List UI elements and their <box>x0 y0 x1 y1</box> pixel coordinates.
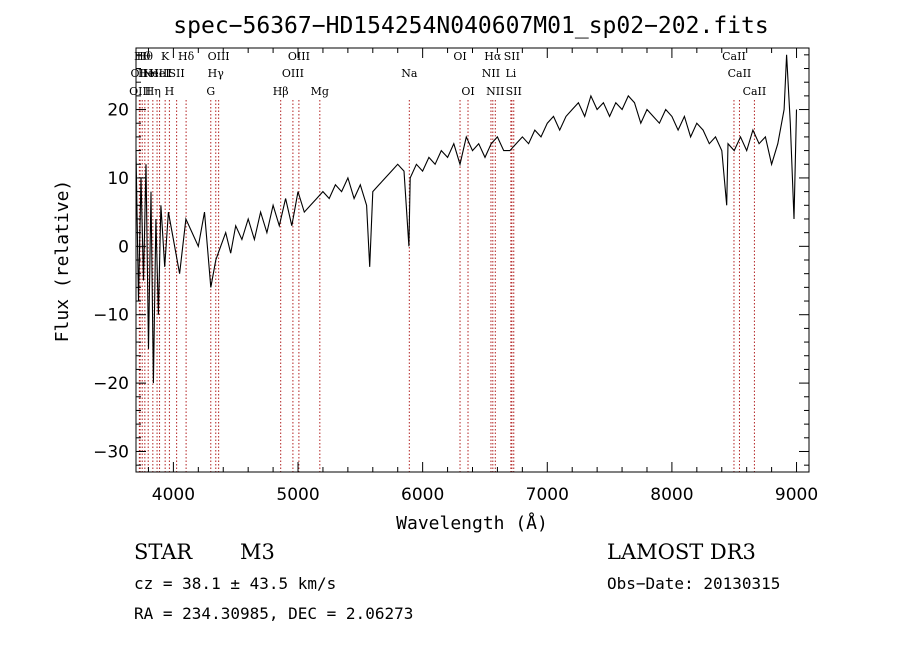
chart-title: spec−56367−HD154254N040607M01_sp02−202.f… <box>173 13 768 39</box>
survey-name: LAMOST DR3 <box>607 540 756 564</box>
y-tick-label-5: 20 <box>107 101 129 121</box>
line-label-28: CaII <box>722 50 746 63</box>
line-label-13: Hγ <box>208 67 225 80</box>
line-label-1: OIII <box>129 85 151 98</box>
line-label-9: H <box>165 85 175 98</box>
x-tick-label-1: 5000 <box>276 485 319 505</box>
line-label-7: HeI <box>149 67 169 80</box>
x-axis: 4000 5000 6000 7000 8000 9000 <box>147 48 818 505</box>
y-tick-label-3: 0 <box>118 237 129 257</box>
y-axis: −30 −20 −10 0 10 20 <box>93 54 809 466</box>
ra-dec-coordinates: RA = 234.30985, DEC = 2.06273 <box>134 604 413 623</box>
y-axis-label: Flux (relative) <box>52 180 73 343</box>
y-tick-label-4: 10 <box>107 169 129 189</box>
line-label-5: Hη <box>145 85 161 98</box>
line-label-15: Hβ <box>273 85 289 98</box>
object-subclass: M3 <box>240 540 275 564</box>
object-class: STAR <box>134 540 193 564</box>
line-label-27: SII <box>506 85 522 98</box>
line-label-20: OI <box>453 50 466 63</box>
line-label-2: Hθ <box>134 50 151 63</box>
x-tick-label-2: 6000 <box>401 485 444 505</box>
line-label-12: G <box>206 85 215 98</box>
emission-line-markers <box>138 100 755 472</box>
y-tick-label-1: −20 <box>93 374 129 394</box>
redshift-cz: cz = 38.1 ± 43.5 km/s <box>134 574 336 593</box>
flux-series-line <box>135 54 798 384</box>
emission-line-labels: OIIOIIIHθHθHeIHηNeIIIHeIKHSIIHδGHγOIIIHβ… <box>129 50 766 98</box>
line-label-6: NeIII <box>142 67 171 80</box>
line-label-22: NII <box>482 67 500 80</box>
y-tick-label-0: −30 <box>93 442 129 462</box>
line-label-0: OII <box>131 67 149 80</box>
line-label-8: K <box>161 50 170 63</box>
x-tick-label-0: 4000 <box>152 485 195 505</box>
y-tick-label-2: −10 <box>93 306 129 326</box>
line-label-29: CaII <box>728 67 752 80</box>
line-label-16: OIII <box>282 67 304 80</box>
line-label-19: Na <box>401 67 418 80</box>
line-label-14: OIII <box>208 50 230 63</box>
line-label-26: SII <box>504 50 520 63</box>
x-tick-label-5: 9000 <box>775 485 818 505</box>
line-label-24: NII <box>486 85 504 98</box>
x-axis-label: Wavelength (Å) <box>396 512 548 534</box>
x-tick-label-4: 8000 <box>650 485 693 505</box>
line-label-25: Li <box>505 67 516 80</box>
line-label-10: SII <box>169 67 185 80</box>
line-label-3: Hθ <box>137 50 154 63</box>
line-label-18: Mg <box>311 85 329 98</box>
plot-frame <box>135 47 810 473</box>
line-label-4: HeI <box>138 67 158 80</box>
line-label-21: OI <box>461 85 474 98</box>
line-label-30: CaII <box>743 85 767 98</box>
line-label-11: Hδ <box>178 50 195 63</box>
line-label-17: OIII <box>288 50 310 63</box>
line-label-23: Hα <box>484 50 502 63</box>
x-tick-label-3: 7000 <box>526 485 569 505</box>
observation-date: Obs−Date: 20130315 <box>607 574 780 593</box>
